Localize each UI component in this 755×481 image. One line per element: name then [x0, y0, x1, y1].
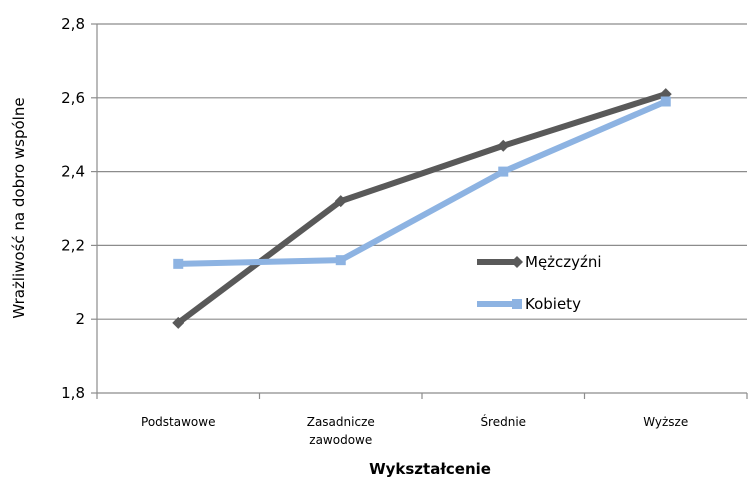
legend-label: Mężczyźni: [525, 253, 602, 271]
y-tick-label: 2,2: [61, 236, 85, 254]
data-point: [334, 195, 347, 208]
y-tick-label: 1,8: [61, 384, 85, 402]
legend-label: Kobiety: [525, 295, 581, 313]
x-tick-labels: Podstawowe Zasadnicze zawodowe Średnie Wyższ…: [141, 414, 688, 447]
y-axis-title: Wrażliwość na dobro wspólne: [10, 97, 28, 318]
legend-marker: [512, 299, 522, 309]
data-point: [660, 96, 671, 107]
data-point: [335, 255, 346, 266]
y-tick-label: 2,4: [61, 163, 85, 181]
x-tick-label: Średnie: [480, 414, 526, 429]
x-axis-title: Wykształcenie: [369, 460, 491, 478]
y-tick-label: 2,6: [61, 89, 85, 107]
x-tick-label: Podstawowe: [141, 415, 215, 429]
series-line: [178, 98, 667, 267]
series-lines: [172, 88, 672, 329]
x-tick-label: Zasadnicze zawodowe: [307, 415, 375, 447]
data-point: [173, 258, 184, 269]
legend-marker: [511, 256, 523, 268]
data-point: [497, 139, 510, 152]
x-tick-label: Wyższe: [643, 415, 688, 429]
series-line: [176, 91, 667, 326]
data-point: [498, 166, 509, 177]
y-tick-label: 2: [75, 310, 85, 328]
axes: [91, 23, 748, 399]
y-tick-labels: 1,8 2 2,2 2,4 2,6 2,8: [61, 15, 85, 402]
legend: Mężczyźni Kobiety: [477, 253, 602, 313]
y-tick-label: 2,8: [61, 15, 85, 33]
data-point: [172, 316, 185, 329]
